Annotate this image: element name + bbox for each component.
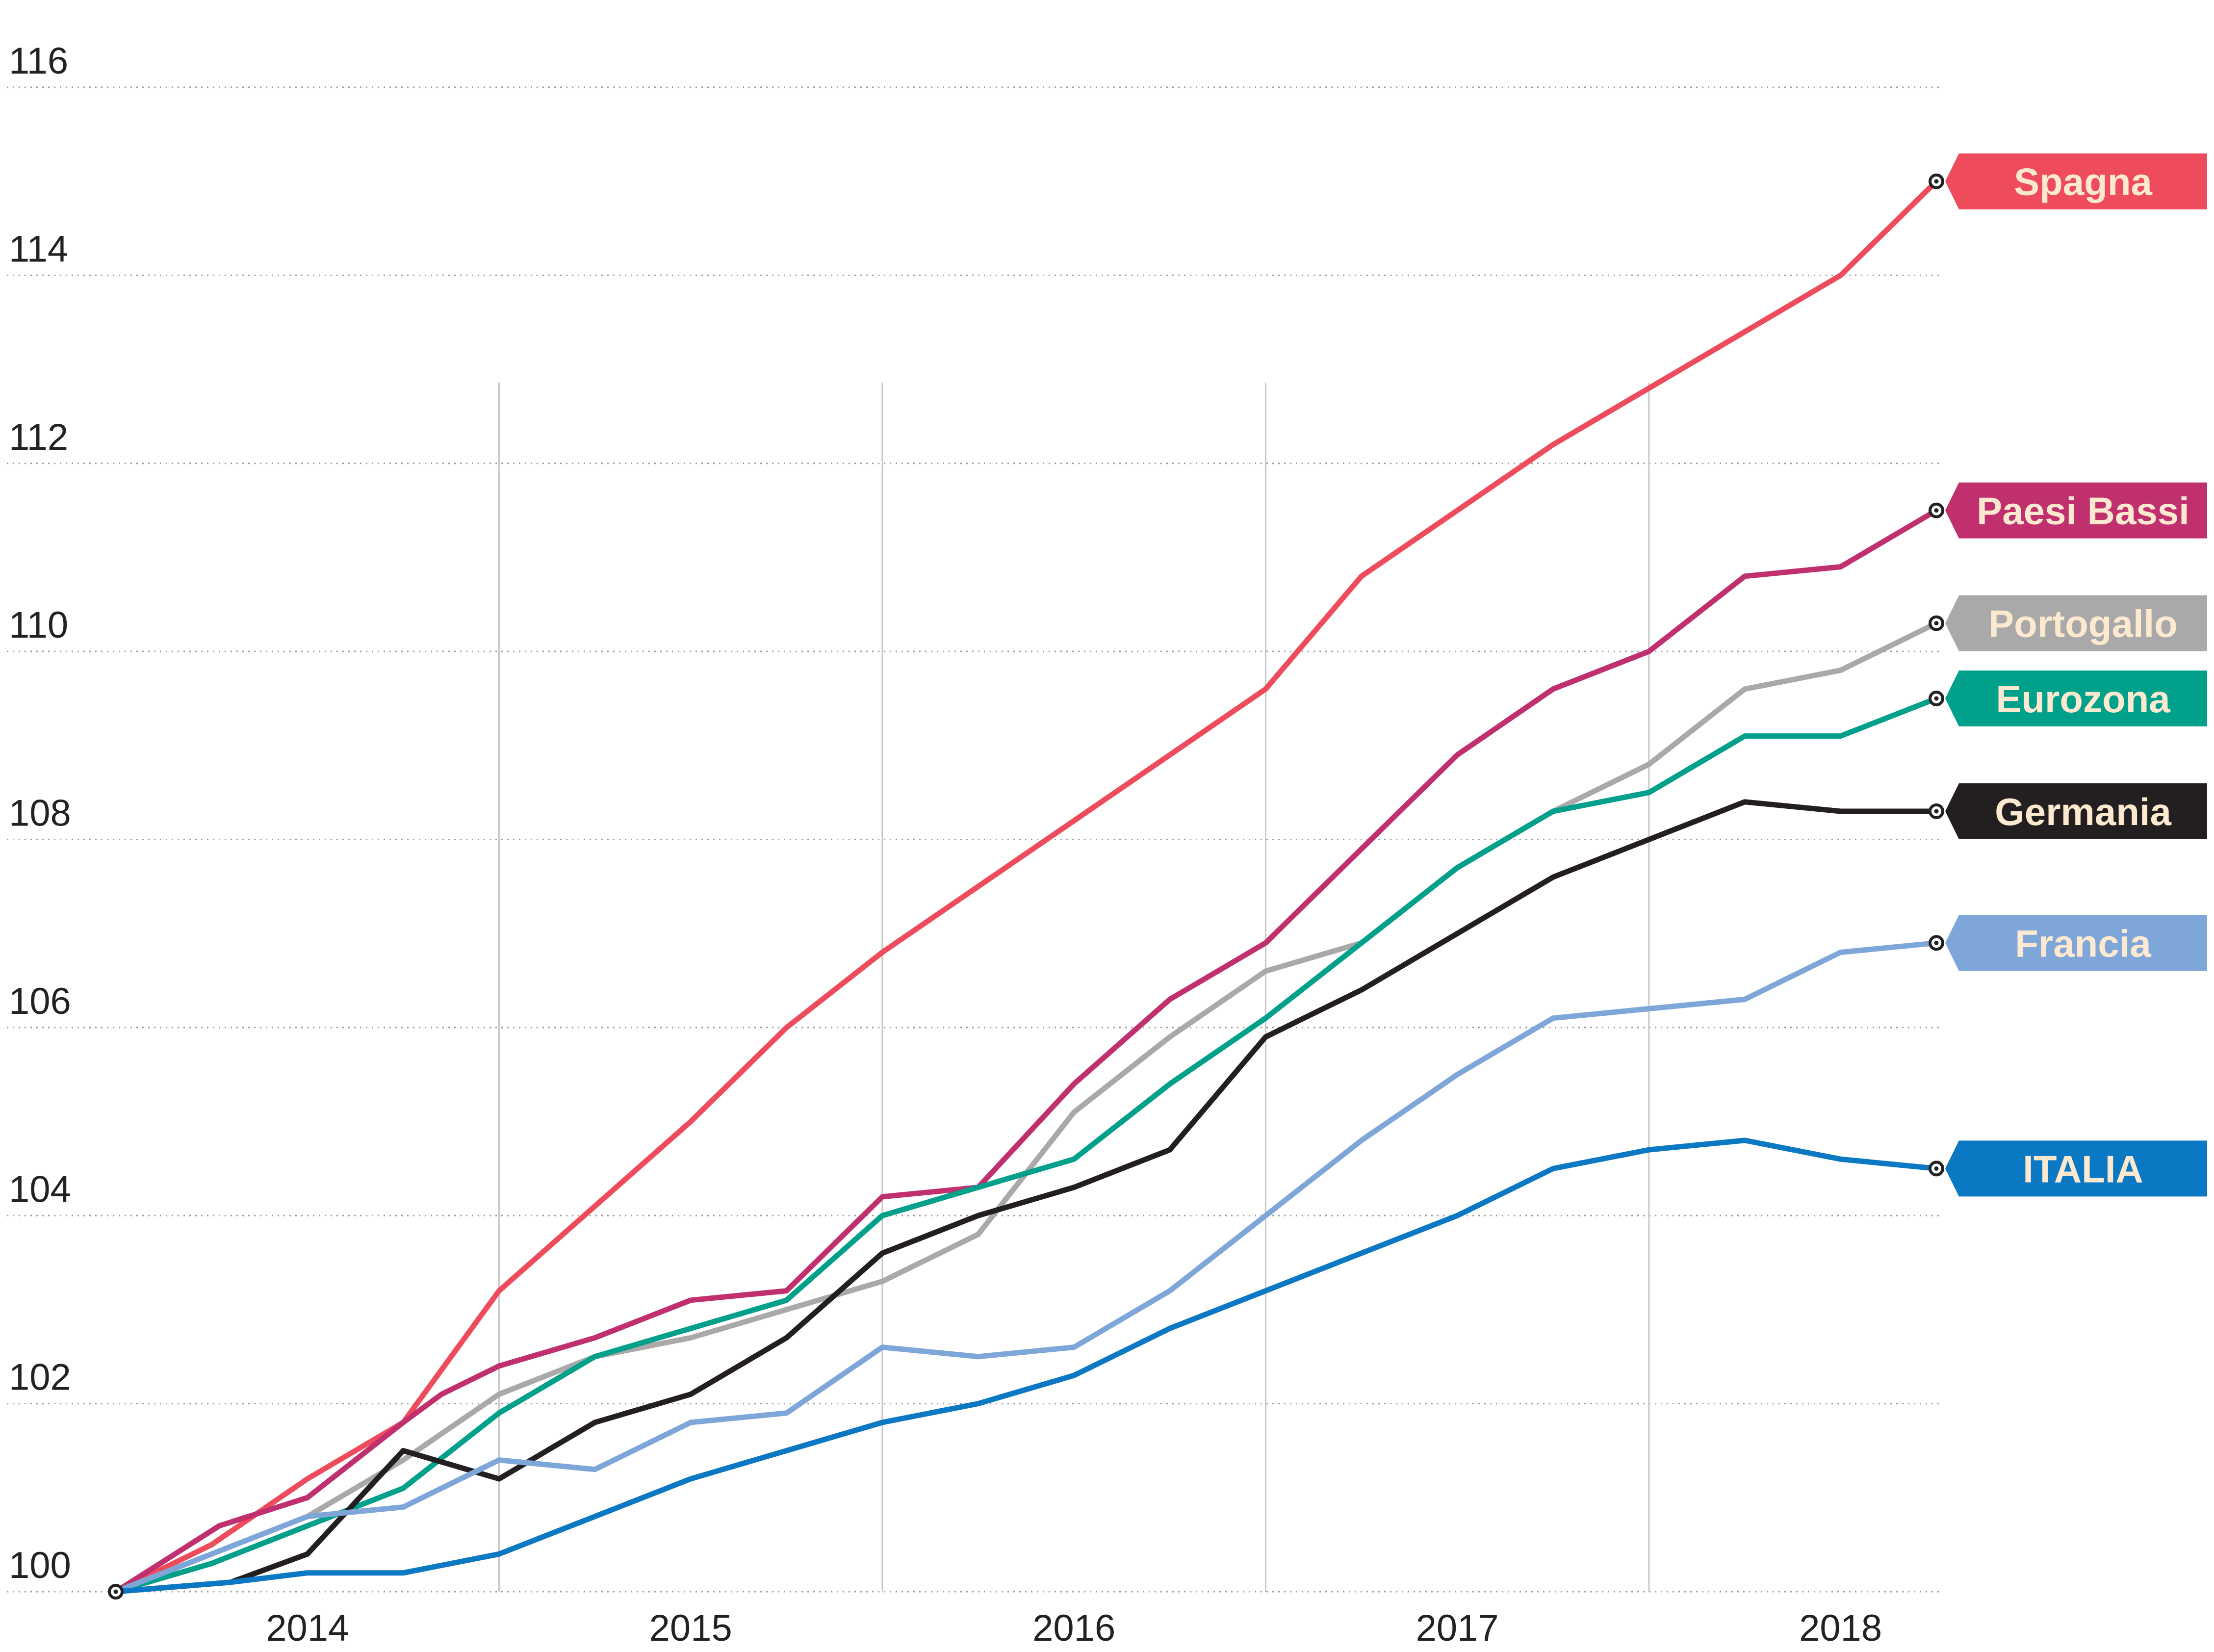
series-label-flag <box>1945 153 2207 209</box>
end-marker-dot <box>1934 809 1939 814</box>
series-line-eurozona <box>113 696 1939 1595</box>
series-label-flag <box>1945 915 2207 971</box>
x-tick-label: 2015 <box>649 1607 732 1649</box>
series-label-flag <box>1945 783 2207 839</box>
y-axis-ticks: 100 102 104 106 108 110 112 114 116 <box>9 40 71 1586</box>
series-label-flag <box>1945 482 2207 539</box>
series-label-text: Portogallo <box>1988 602 2178 645</box>
series-line-spagna <box>113 179 1939 1595</box>
series-line-germania <box>113 799 1939 1595</box>
series-label-flag <box>1945 1140 2207 1197</box>
end-marker-dot <box>1934 621 1939 626</box>
y-tick-label: 116 <box>9 40 68 82</box>
y-tick-label: 114 <box>9 228 68 270</box>
series-label-text: Paesi Bassi <box>1977 490 2189 533</box>
series-labels: Spagna Paesi Bassi Portogallo Eurozona Germa… <box>1929 153 2207 1197</box>
end-marker-dot <box>1934 508 1939 513</box>
y-tick-label: 100 <box>9 1545 71 1586</box>
series-line-francia <box>113 940 1939 1595</box>
start-marker-dot <box>113 1589 118 1594</box>
x-axis-ticks: 2014 2015 2016 2017 2018 <box>266 1607 1882 1649</box>
series-line-italia <box>113 1137 1939 1595</box>
y-tick-label: 106 <box>9 981 71 1022</box>
y-tick-label: 112 <box>9 416 68 458</box>
series-lines <box>108 179 1939 1600</box>
grid-layer <box>7 86 1942 1593</box>
x-tick-label: 2018 <box>1799 1607 1882 1649</box>
end-marker-dot <box>1934 179 1939 184</box>
y-tick-label: 110 <box>9 604 68 646</box>
y-tick-label: 102 <box>9 1357 71 1398</box>
series-label-flag <box>1945 670 2207 726</box>
end-marker-dot <box>1934 940 1939 945</box>
series-label-text: Spagna <box>2014 160 2152 204</box>
series-label-text: Eurozona <box>1996 677 2170 721</box>
series-label-flag <box>1945 595 2207 651</box>
x-tick-label: 2017 <box>1416 1607 1499 1649</box>
x-tick-label: 2014 <box>266 1607 349 1649</box>
series-label-text: ITALIA <box>2023 1147 2143 1190</box>
end-marker-dot <box>1934 696 1939 701</box>
series-label-text: Germania <box>1995 790 2171 833</box>
y-tick-label: 104 <box>9 1168 71 1210</box>
series-line-portogallo <box>113 620 1939 1595</box>
series-label-text: Francia <box>2015 922 2151 965</box>
y-tick-label: 108 <box>9 793 71 834</box>
end-marker-dot <box>1934 1166 1939 1171</box>
x-tick-label: 2016 <box>1032 1607 1115 1649</box>
